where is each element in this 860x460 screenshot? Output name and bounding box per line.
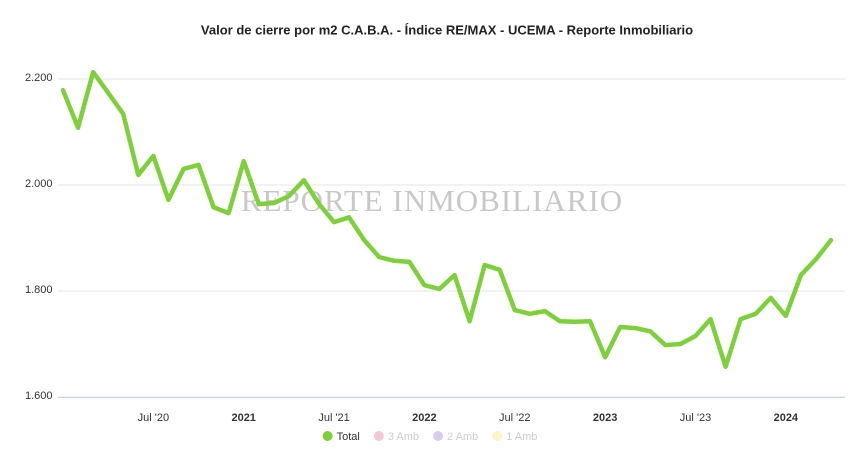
x-tick-label: Jul '21 (318, 412, 349, 424)
x-tick-label: 2023 (593, 412, 617, 424)
y-tick-label: 1.600 (25, 390, 53, 402)
y-tick-label: 2.000 (25, 178, 53, 190)
legend-label: 3 Amb (388, 431, 419, 443)
x-tick-label: Jul '20 (138, 412, 169, 424)
y-tick-label: 1.800 (25, 284, 53, 296)
x-tick-label: 2022 (412, 412, 436, 424)
legend-marker (322, 431, 333, 441)
legend-label: Total (337, 431, 360, 443)
x-tick-label: Jul '23 (680, 412, 711, 424)
watermark: REPORTE INMOBILIARIO (241, 183, 623, 218)
legend-marker (492, 431, 503, 441)
x-tick-label: 2021 (231, 412, 255, 424)
legend-marker (433, 431, 444, 441)
legend-label: 2 Amb (447, 431, 478, 443)
chart-title: Valor de cierre por m2 C.A.B.A. - Índice… (201, 22, 693, 37)
legend: Total 3 Amb 2 Amb 1 Amb (322, 431, 537, 443)
y-tick-label: 2.200 (25, 72, 53, 84)
legend-marker (373, 431, 384, 441)
legend-label: 1 Amb (506, 431, 537, 443)
data-line (60, 69, 834, 370)
x-tick-label: Jul '22 (499, 412, 530, 424)
x-tick-label: 2024 (774, 412, 799, 424)
